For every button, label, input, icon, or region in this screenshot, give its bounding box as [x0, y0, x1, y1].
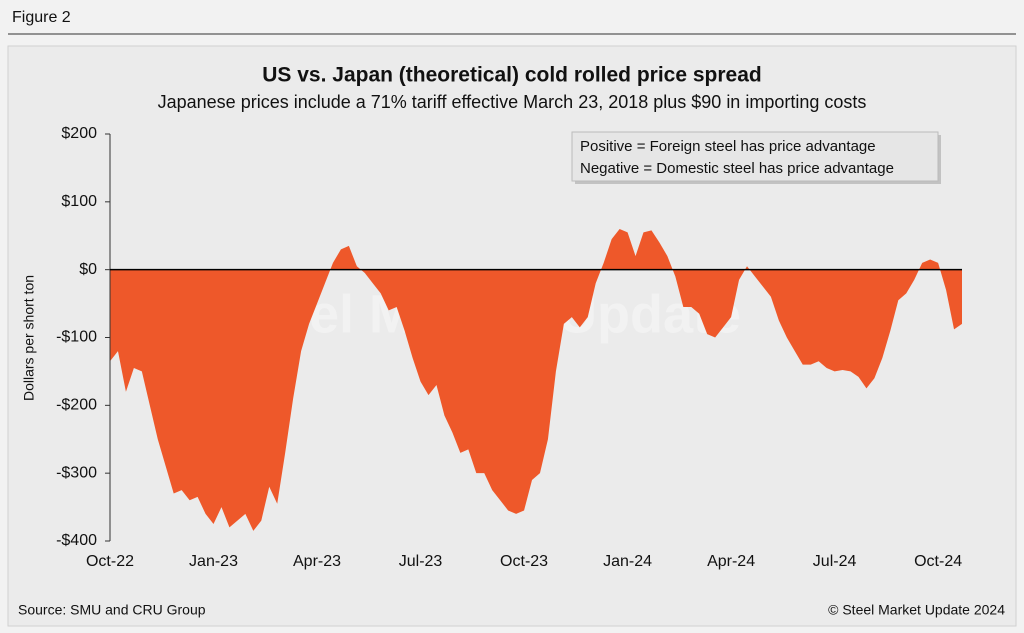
area	[110, 228, 962, 531]
copyright: © Steel Market Update 2024	[828, 602, 1005, 618]
x-tick-label: Oct-24	[914, 553, 962, 570]
annotation: Negative = Domestic steel has price adva…	[580, 160, 894, 177]
y-tick-label: $0	[79, 261, 97, 278]
x-tick-label: Apr-23	[293, 553, 341, 570]
annotation: Positive = Foreign steel has price advan…	[580, 138, 876, 155]
y-tick-label: -$200	[56, 397, 97, 414]
y-tick-label: -$400	[56, 532, 97, 549]
y-tick-label: $100	[61, 193, 97, 210]
y-tick-label: $200	[61, 125, 97, 142]
chart-title: US vs. Japan (theoretical) cold rolled p…	[262, 64, 762, 87]
y-axis-label: Dollars per short ton	[21, 275, 37, 401]
y-tick-label: -$300	[56, 464, 97, 481]
x-tick-label: Jul-24	[813, 553, 857, 570]
x-tick-label: Jan-23	[189, 553, 238, 570]
legend-box	[571, 131, 939, 182]
x-tick-label: Apr-24	[707, 553, 755, 570]
x-tick-label: Jan-24	[603, 553, 652, 570]
x-tick-label: Jul-23	[399, 553, 443, 570]
chart-subtitle: Japanese prices include a 71% tariff eff…	[158, 92, 867, 112]
source: Source: SMU and CRU Group	[18, 602, 206, 618]
x-tick-label: Oct-22	[86, 553, 134, 570]
y-tick-label: -$100	[56, 329, 97, 346]
plot-area: -$400 -$300 -$200 -$100 $0 $100 $200 Oct-22 Jan-…	[56, 125, 962, 570]
x-tick-label: Oct-23	[500, 553, 548, 570]
figure-label: Figure 2	[12, 9, 71, 26]
